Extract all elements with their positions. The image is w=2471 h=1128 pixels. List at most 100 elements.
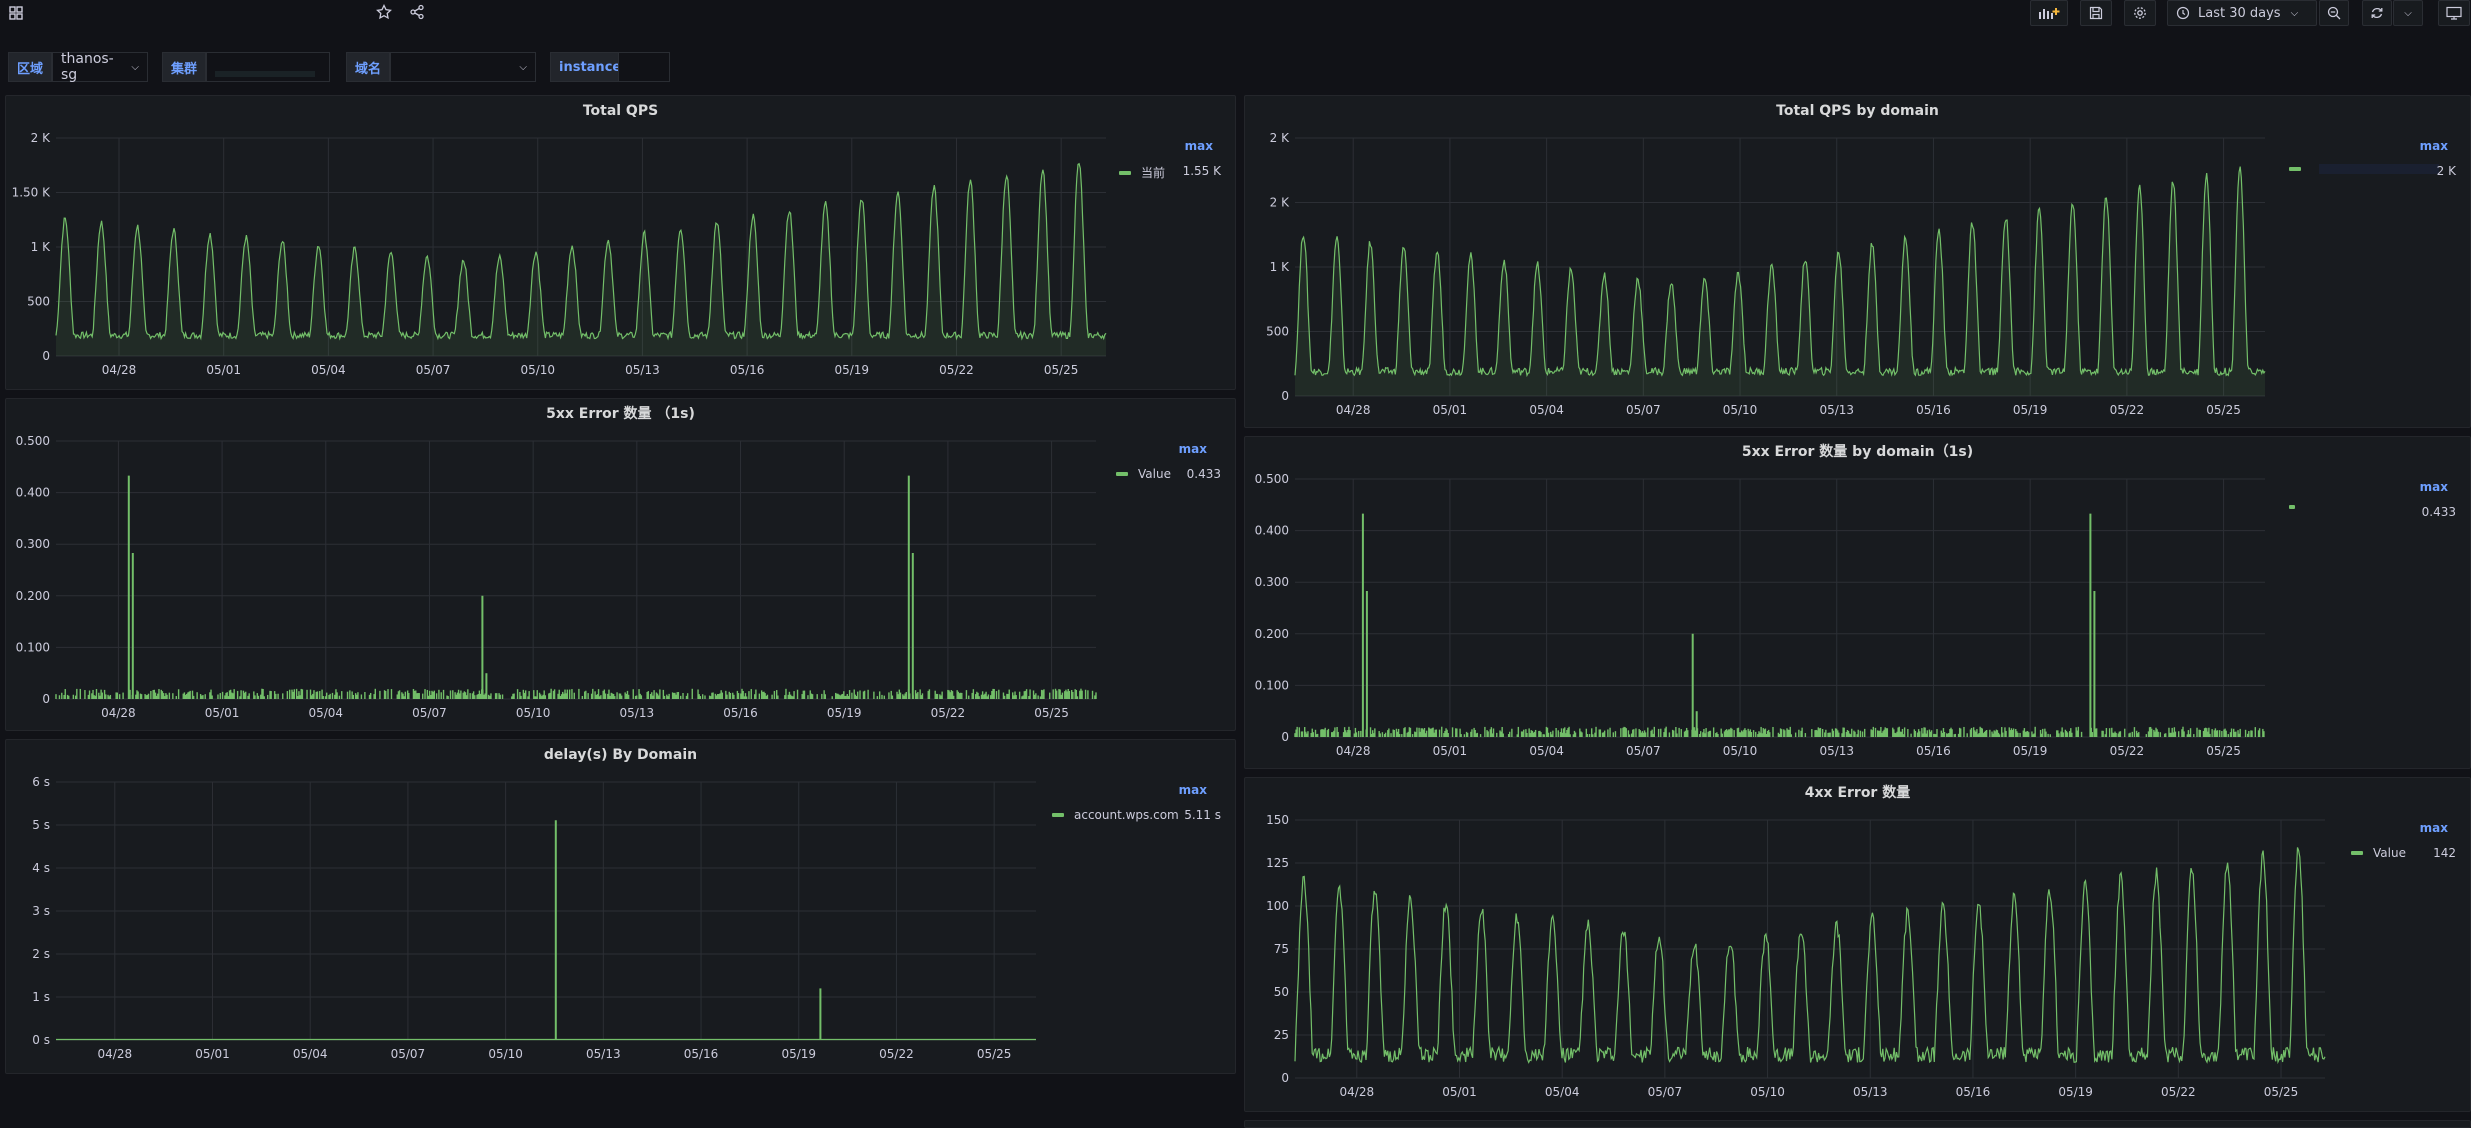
variable-label-domain: 域名 xyxy=(346,52,391,82)
variable-select-region[interactable]: thanos-sg ⌵ xyxy=(52,51,148,83)
x-tick-label: 05/22 xyxy=(2110,744,2145,758)
y-tick-label: 2 K xyxy=(1270,131,1290,145)
legend-swatch xyxy=(2289,167,2301,171)
legend-value: 142 xyxy=(2433,846,2456,860)
x-tick-label: 05/25 xyxy=(2206,403,2241,417)
variable-value-region: thanos-sg xyxy=(61,51,114,83)
variable-select-domain[interactable]: ⌵ xyxy=(390,52,536,82)
y-tick-label: 0.500 xyxy=(16,434,50,448)
chevron-down-icon: ⌵ xyxy=(2404,7,2412,19)
apps-icon[interactable] xyxy=(6,3,26,23)
x-tick-label: 04/28 xyxy=(98,1047,133,1061)
x-tick-label: 05/25 xyxy=(977,1047,1012,1061)
series-area xyxy=(56,163,1106,356)
legend-label: account.wps.com xyxy=(1074,808,1179,822)
chart: 0 0.100 0.200 0.300 0.400 0.500 04/28 05/01 05/0… xyxy=(1255,472,2265,758)
y-tick-label: 0.400 xyxy=(1255,524,1289,538)
top-bar: Last 30 days ⌵ ⌵ xyxy=(0,0,2471,34)
x-tick-label: 05/19 xyxy=(2013,744,2048,758)
legend-header[interactable]: max xyxy=(2419,139,2448,153)
x-tick-label: 05/10 xyxy=(520,363,555,377)
x-tick-label: 05/19 xyxy=(834,363,869,377)
legend-item[interactable]: account.wps.com xyxy=(1052,808,1179,822)
time-range-label: Last 30 days xyxy=(2198,5,2281,21)
x-tick-label: 04/28 xyxy=(1340,1085,1375,1099)
legend-item[interactable]: 当前 xyxy=(1119,164,1165,181)
x-tick-label: 05/07 xyxy=(1626,403,1661,417)
series-line xyxy=(1294,847,2326,1065)
x-tick-label: 05/10 xyxy=(488,1047,523,1061)
y-tick-label: 125 xyxy=(1266,856,1289,870)
panel-title: 5xx Error 数量 by domain（1s) xyxy=(1741,444,1974,460)
tv-mode-button[interactable] xyxy=(2438,0,2470,26)
y-tick-label: 1 s xyxy=(32,990,50,1004)
x-tick-label: 05/13 xyxy=(1819,744,1854,758)
x-tick-label: 05/01 xyxy=(1433,403,1468,417)
y-tick-label: 2 s xyxy=(32,947,50,961)
refresh-button[interactable] xyxy=(2362,0,2392,26)
x-tick-label: 05/16 xyxy=(730,363,765,377)
legend-swatch xyxy=(1119,170,1131,175)
x-tick-label: 05/01 xyxy=(205,706,240,720)
x-tick-label: 05/01 xyxy=(206,363,241,377)
x-tick-label: 05/04 xyxy=(311,363,346,377)
legend-header[interactable]: max xyxy=(1178,783,1207,797)
panel-collapsed-bottom[interactable] xyxy=(1244,1120,2471,1128)
variable-select-cluster[interactable] xyxy=(206,52,330,82)
legend-item[interactable]: Value xyxy=(1116,467,1171,481)
legend-label: Value xyxy=(2373,846,2406,860)
variable-label-cluster: 集群 xyxy=(162,52,207,82)
legend-header[interactable]: max xyxy=(2419,821,2448,835)
x-tick-label: 05/13 xyxy=(586,1047,621,1061)
y-tick-label: 1 K xyxy=(31,240,51,254)
x-tick-label: 04/28 xyxy=(1336,403,1371,417)
legend-item[interactable]: Value xyxy=(2351,846,2406,860)
x-tick-label: 05/16 xyxy=(1956,1085,1991,1099)
x-tick-label: 05/04 xyxy=(293,1047,328,1061)
legend-value: 5.11 s xyxy=(1184,808,1221,822)
x-tick-label: 05/04 xyxy=(1529,744,1564,758)
x-tick-label: 05/16 xyxy=(1916,744,1951,758)
x-tick-label: 05/07 xyxy=(416,363,451,377)
x-tick-label: 05/25 xyxy=(1034,706,1069,720)
legend-header[interactable]: max xyxy=(1178,442,1207,456)
y-tick-label: 0 xyxy=(1281,389,1289,403)
x-tick-label: 05/10 xyxy=(1723,403,1758,417)
x-tick-label: 05/04 xyxy=(1529,403,1564,417)
x-tick-label: 05/01 xyxy=(1442,1085,1477,1099)
legend-swatch xyxy=(1052,813,1064,817)
add-panel-button[interactable] xyxy=(2030,0,2068,26)
panel-5xx-error[interactable]: 5xx Error 数量 （1s) 0 0.100 0.200 0.300 0.400 0… xyxy=(5,398,1236,731)
y-tick-label: 5 s xyxy=(32,818,50,832)
legend-header[interactable]: max xyxy=(2419,480,2448,494)
x-tick-label: 05/13 xyxy=(1853,1085,1888,1099)
y-tick-label: 0 xyxy=(1281,1071,1289,1085)
legend-item[interactable] xyxy=(2289,164,2439,174)
panel-5xx-error-by-domain[interactable]: 5xx Error 数量 by domain（1s) 0 0.100 0.200 0.… xyxy=(1244,436,2471,769)
star-icon[interactable] xyxy=(374,2,394,22)
legend-swatch xyxy=(1116,472,1128,476)
refresh-interval-dropdown[interactable]: ⌵ xyxy=(2393,0,2423,26)
x-tick-label: 05/19 xyxy=(2058,1085,2093,1099)
x-tick-label: 05/19 xyxy=(781,1047,816,1061)
settings-button[interactable] xyxy=(2124,0,2156,26)
share-icon[interactable] xyxy=(407,2,427,22)
y-tick-label: 0.100 xyxy=(1255,678,1289,692)
x-tick-label: 05/13 xyxy=(620,706,655,720)
save-button[interactable] xyxy=(2080,0,2112,26)
panel-total-qps-by-domain[interactable]: Total QPS by domain 0 500 1 K 2 K 2 K 04/28 05… xyxy=(1244,95,2471,428)
variable-label-instance: instance xyxy=(550,52,631,82)
panel-4xx-error[interactable]: 4xx Error 数量 0 25 50 75 100 125 150 04/28 05/01 0… xyxy=(1244,777,2471,1112)
variable-select-instance[interactable] xyxy=(618,52,670,82)
legend-item[interactable] xyxy=(2289,505,2305,509)
panel-total-qps[interactable]: Total QPS 0 500 1 K 1.50 K 2 K 04/28 05/01 05/0… xyxy=(5,95,1236,390)
panel-delay-by-domain[interactable]: delay(s) By Domain 0 s 1 s 2 s 3 s 4 s 5 s 6 s… xyxy=(5,739,1236,1074)
time-range-picker[interactable]: Last 30 days ⌵ xyxy=(2167,0,2317,26)
y-tick-label: 2 K xyxy=(1270,196,1290,210)
panel-title: Total QPS xyxy=(582,103,659,119)
chart: 0 500 1 K 2 K 2 K 04/28 05/01 05/04 05/07 05/10 05… xyxy=(1266,131,2266,417)
y-tick-label: 0.200 xyxy=(16,589,50,603)
legend-header[interactable]: max xyxy=(1184,139,1213,153)
series-line xyxy=(1294,166,2266,378)
zoom-out-button[interactable] xyxy=(2319,0,2349,26)
